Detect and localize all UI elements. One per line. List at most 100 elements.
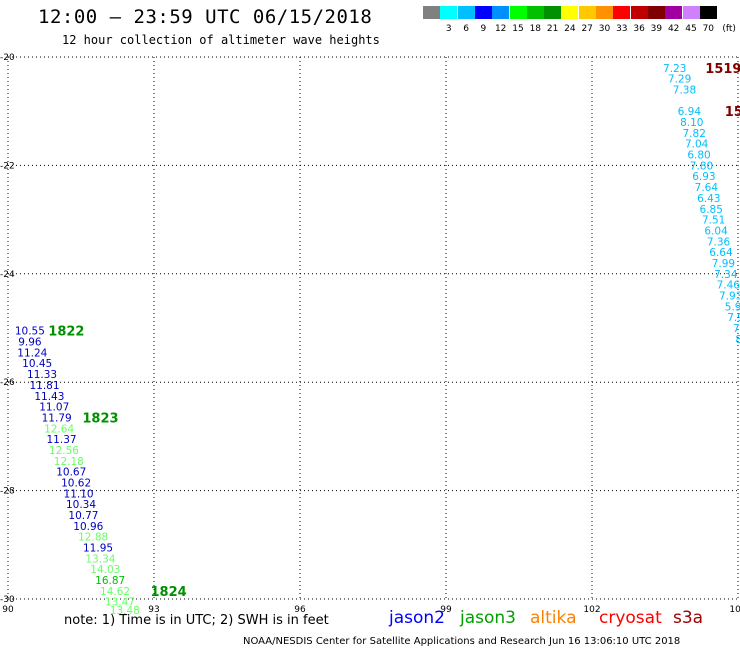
wave-height-value: 11.95 <box>83 543 113 555</box>
wave-height-value: 9.96 <box>18 337 42 349</box>
wave-height-value: 7. <box>733 323 740 335</box>
wave-height-value: 10.77 <box>68 510 98 522</box>
track-time-label: 1519 <box>705 62 740 77</box>
legend-label: 3 <box>445 24 452 34</box>
wave-height-value: 7.51 <box>702 215 725 227</box>
wave-height-value: 6.85 <box>700 204 723 216</box>
legend-swatch <box>492 6 510 19</box>
y-tick-label: -20 <box>0 53 15 63</box>
wave-height-value: 6.04 <box>704 225 728 237</box>
wave-height-value: 7.34 <box>714 269 738 281</box>
wave-height-value: 10.96 <box>73 521 103 533</box>
legend-swatch <box>474 6 492 19</box>
wave-height-value: 11.24 <box>17 347 47 359</box>
legend-label: 42 <box>667 24 680 34</box>
legend-label: 70 <box>702 24 715 34</box>
wave-height-value: 14.62 <box>100 586 130 598</box>
mission-jason2: jason2 <box>389 608 445 628</box>
wave-height-value: 10.55 <box>15 326 45 338</box>
y-tick-label: -26 <box>0 378 15 388</box>
x-tick-label: 105 <box>729 605 740 615</box>
legend-label: 33 <box>616 24 628 34</box>
track-time-label: 1824 <box>151 585 187 600</box>
legend-label: 21 <box>546 24 559 34</box>
wave-height-value: 7.46 <box>717 280 740 292</box>
wave-height-value: 12.88 <box>78 532 108 544</box>
y-tick-label: -22 <box>0 161 15 171</box>
wave-height-value: 7.23 <box>663 63 686 75</box>
x-tick-label: 90 <box>2 605 14 615</box>
legend-label: 15 <box>512 24 524 34</box>
mission-jason3: jason3 <box>460 608 516 628</box>
wave-height-value: 11.81 <box>29 380 59 392</box>
wave-height-value: 6.43 <box>697 193 720 205</box>
x-tick-label: 99 <box>440 605 452 615</box>
wave-height-value: 14.03 <box>90 564 120 576</box>
legend-swatch <box>440 6 458 19</box>
legend-swatch <box>544 6 562 19</box>
x-tick-label: 93 <box>148 605 159 615</box>
legend-swatch <box>509 6 527 19</box>
y-tick-label: -24 <box>0 270 15 280</box>
legend-swatch <box>699 6 717 19</box>
legend-unit: (ft) <box>722 24 736 34</box>
legend-label: 12 <box>494 24 507 34</box>
wave-height-value: 7.80 <box>690 160 713 172</box>
wave-height-value: 10.45 <box>22 358 52 370</box>
legend-swatch <box>457 6 475 19</box>
wave-height-value: 13.34 <box>85 553 115 565</box>
map-title: 12:00 – 23:59 UTC 06/15/2018 <box>38 6 373 28</box>
legend-label: 27 <box>581 24 593 34</box>
legend-swatch <box>630 6 648 19</box>
x-tick-label: 96 <box>294 605 306 615</box>
wave-height-value: 11.37 <box>47 434 77 446</box>
wave-height-value: 16.87 <box>95 575 125 587</box>
wave-height-value: 7.99 <box>712 258 735 270</box>
legend-swatch <box>682 6 700 19</box>
legend-swatch <box>526 6 544 19</box>
wave-height-value: 7.36 <box>707 236 731 248</box>
wave-height-value: 12.18 <box>54 456 84 468</box>
wave-height-value: 7.04 <box>685 139 709 151</box>
wave-height-value: 7.64 <box>695 182 719 194</box>
footer-note: note: 1) Time is in UTC; 2) SWH is in fe… <box>64 613 329 628</box>
legend-label: 24 <box>564 24 576 34</box>
legend-swatch <box>423 6 440 19</box>
legend-swatch <box>647 6 665 19</box>
wave-height-value: 7.9 <box>727 312 740 324</box>
legend-label: 9 <box>480 24 487 34</box>
wave-height-value: 7.82 <box>683 128 706 140</box>
legend-swatch <box>613 6 631 19</box>
legend-swatch <box>665 6 683 19</box>
track-time-label: 1822 <box>48 325 84 340</box>
wave-height-value: 10.62 <box>61 477 91 489</box>
x-tick-label: 102 <box>583 605 600 615</box>
wave-height-value: 7.29 <box>668 74 691 86</box>
wave-height-value: 13.48 <box>110 605 140 617</box>
wave-height-value: 11.79 <box>42 412 72 424</box>
legend-label: 39 <box>650 24 663 34</box>
wave-height-value: 11.07 <box>39 402 69 414</box>
wave-height-value: 11.33 <box>27 369 57 381</box>
wave-height-value: 10.34 <box>66 499 96 511</box>
wave-height-value: 6.94 <box>678 106 702 118</box>
legend-label: 45 <box>685 24 697 34</box>
wave-height-value: 11.43 <box>34 391 64 403</box>
mission-altika: altika <box>530 608 577 628</box>
legend-label: 6 <box>463 24 469 34</box>
track-time-label: 1823 <box>82 411 118 426</box>
wave-height-value: 11.10 <box>64 488 94 500</box>
wave-height-value: 12.64 <box>44 423 74 435</box>
wave-height-value: 7.93 <box>719 290 740 302</box>
footer-credit: NOAA/NESDIS Center for Satellite Applica… <box>243 636 681 647</box>
wave-height-value: 7.38 <box>673 85 696 97</box>
legend-swatch <box>596 6 613 19</box>
wave-height-value: 6.80 <box>687 150 710 162</box>
wave-height-value: 6.93 <box>692 171 715 183</box>
y-tick-label: -28 <box>0 487 15 497</box>
wave-height-value: 12.56 <box>49 445 79 457</box>
map-subtitle: 12 hour collection of altimeter wave hei… <box>62 33 380 47</box>
wave-height-value: 10.67 <box>56 467 86 479</box>
